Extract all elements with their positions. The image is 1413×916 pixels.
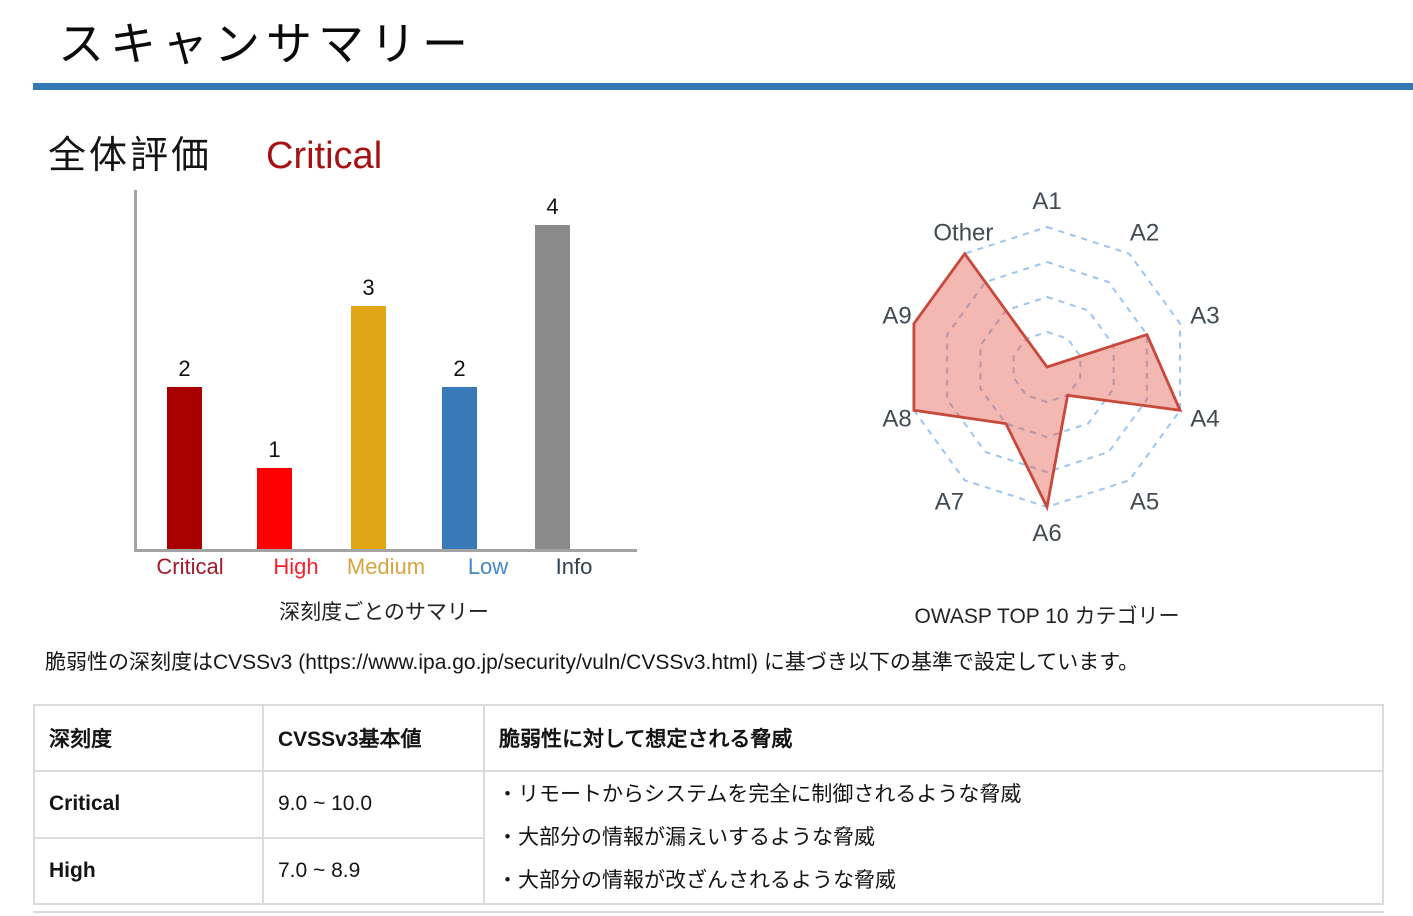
xlabel-medium: Medium <box>346 554 426 579</box>
table-row-critical: Critical 9.0 ~ 10.0 ・リモートからシステムを完全に制御される… <box>33 770 1384 905</box>
cvss-high: 7.0 ~ 8.9 <box>262 836 485 905</box>
bar-high <box>257 468 292 549</box>
threat-line: ・大部分の情報が漏えいするような脅威 <box>497 826 875 849</box>
cvss-critical: 9.0 ~ 10.0 <box>262 770 485 839</box>
radar-axis-label-a5: A5 <box>1130 488 1159 515</box>
bar-value-high: 1 <box>268 437 281 462</box>
severity-bar-chart-xlabels: Critical High Medium Low Info <box>137 554 637 584</box>
xlabel-high: High <box>273 554 319 579</box>
radar-axis-label-a3: A3 <box>1190 303 1219 330</box>
radar-grid-ring-1 <box>1012 331 1082 403</box>
xlabel-low: Low <box>467 554 509 579</box>
radar-axis-label-a6: A6 <box>1032 520 1061 547</box>
threats-cell: ・リモートからシステムを完全に制御されるような脅威 ・大部分の情報が漏えいするよ… <box>483 770 1384 905</box>
next-table-row-clipped <box>33 911 1384 913</box>
page-title: スキャンサマリー <box>58 18 474 70</box>
radar-axis-label-other: Other <box>933 220 993 247</box>
cvss-note: 脆弱性の深刻度はCVSSv3 (https://www.ipa.go.jp/se… <box>45 651 1140 674</box>
title-underline <box>33 83 1413 90</box>
bar-value-medium: 3 <box>362 275 375 300</box>
overall-rating-label: 全体評価 <box>48 135 213 177</box>
owasp-radar-chart: A1 A2 A3 A4 A5 A6 A7 A8 A9 Other <box>882 188 1219 547</box>
radar-axis-label-a9: A9 <box>882 303 911 330</box>
radar-grid-ring-3 <box>946 261 1148 473</box>
severity-bar-chart: 2 1 3 2 4 <box>134 190 637 552</box>
table-header-row: 深刻度 CVSSv3基本値 脆弱性に対して想定される脅威 <box>33 704 1384 772</box>
radar-grid-ring-2 <box>979 296 1115 438</box>
overall-rating: 全体評価 Critical <box>48 124 382 179</box>
bar-value-info: 4 <box>546 194 559 219</box>
radar-axis-label-a2: A2 <box>1130 220 1159 247</box>
radar-axis-label-a8: A8 <box>882 405 911 432</box>
severity-high: High <box>33 836 264 905</box>
bar-chart-caption: 深刻度ごとのサマリー <box>279 601 489 624</box>
threat-line: ・大部分の情報が改ざんされるような脅威 <box>497 869 896 892</box>
bar-critical <box>167 387 202 549</box>
header-cvss: CVSSv3基本値 <box>262 704 485 772</box>
xlabel-critical: Critical <box>156 554 224 579</box>
overall-rating-value: Critical <box>266 135 383 177</box>
bar-info <box>535 225 570 549</box>
threat-line: ・リモートからシステムを完全に制御されるような脅威 <box>497 783 1022 806</box>
bar-low <box>442 387 477 549</box>
bar-value-low: 2 <box>453 356 466 381</box>
xlabel-info: Info <box>555 554 593 579</box>
severity-critical: Critical <box>33 770 264 839</box>
header-threats: 脆弱性に対して想定される脅威 <box>483 704 1384 772</box>
bar-value-critical: 2 <box>178 356 191 381</box>
severity-table: 深刻度 CVSSv3基本値 脆弱性に対して想定される脅威 Critical 9.… <box>33 704 1384 905</box>
radar-axis-label-a7: A7 <box>935 488 964 515</box>
radar-axis-label-a1: A1 <box>1032 188 1061 215</box>
table-row-high: High 7.0 ~ 8.9 <box>33 836 1383 905</box>
bar-medium <box>351 306 386 549</box>
radar-chart-caption: OWASP TOP 10 カテゴリー <box>914 605 1180 628</box>
radar-data-polygon <box>912 251 1183 512</box>
radar-axis-label-a4: A4 <box>1190 405 1219 432</box>
header-severity: 深刻度 <box>33 704 264 772</box>
